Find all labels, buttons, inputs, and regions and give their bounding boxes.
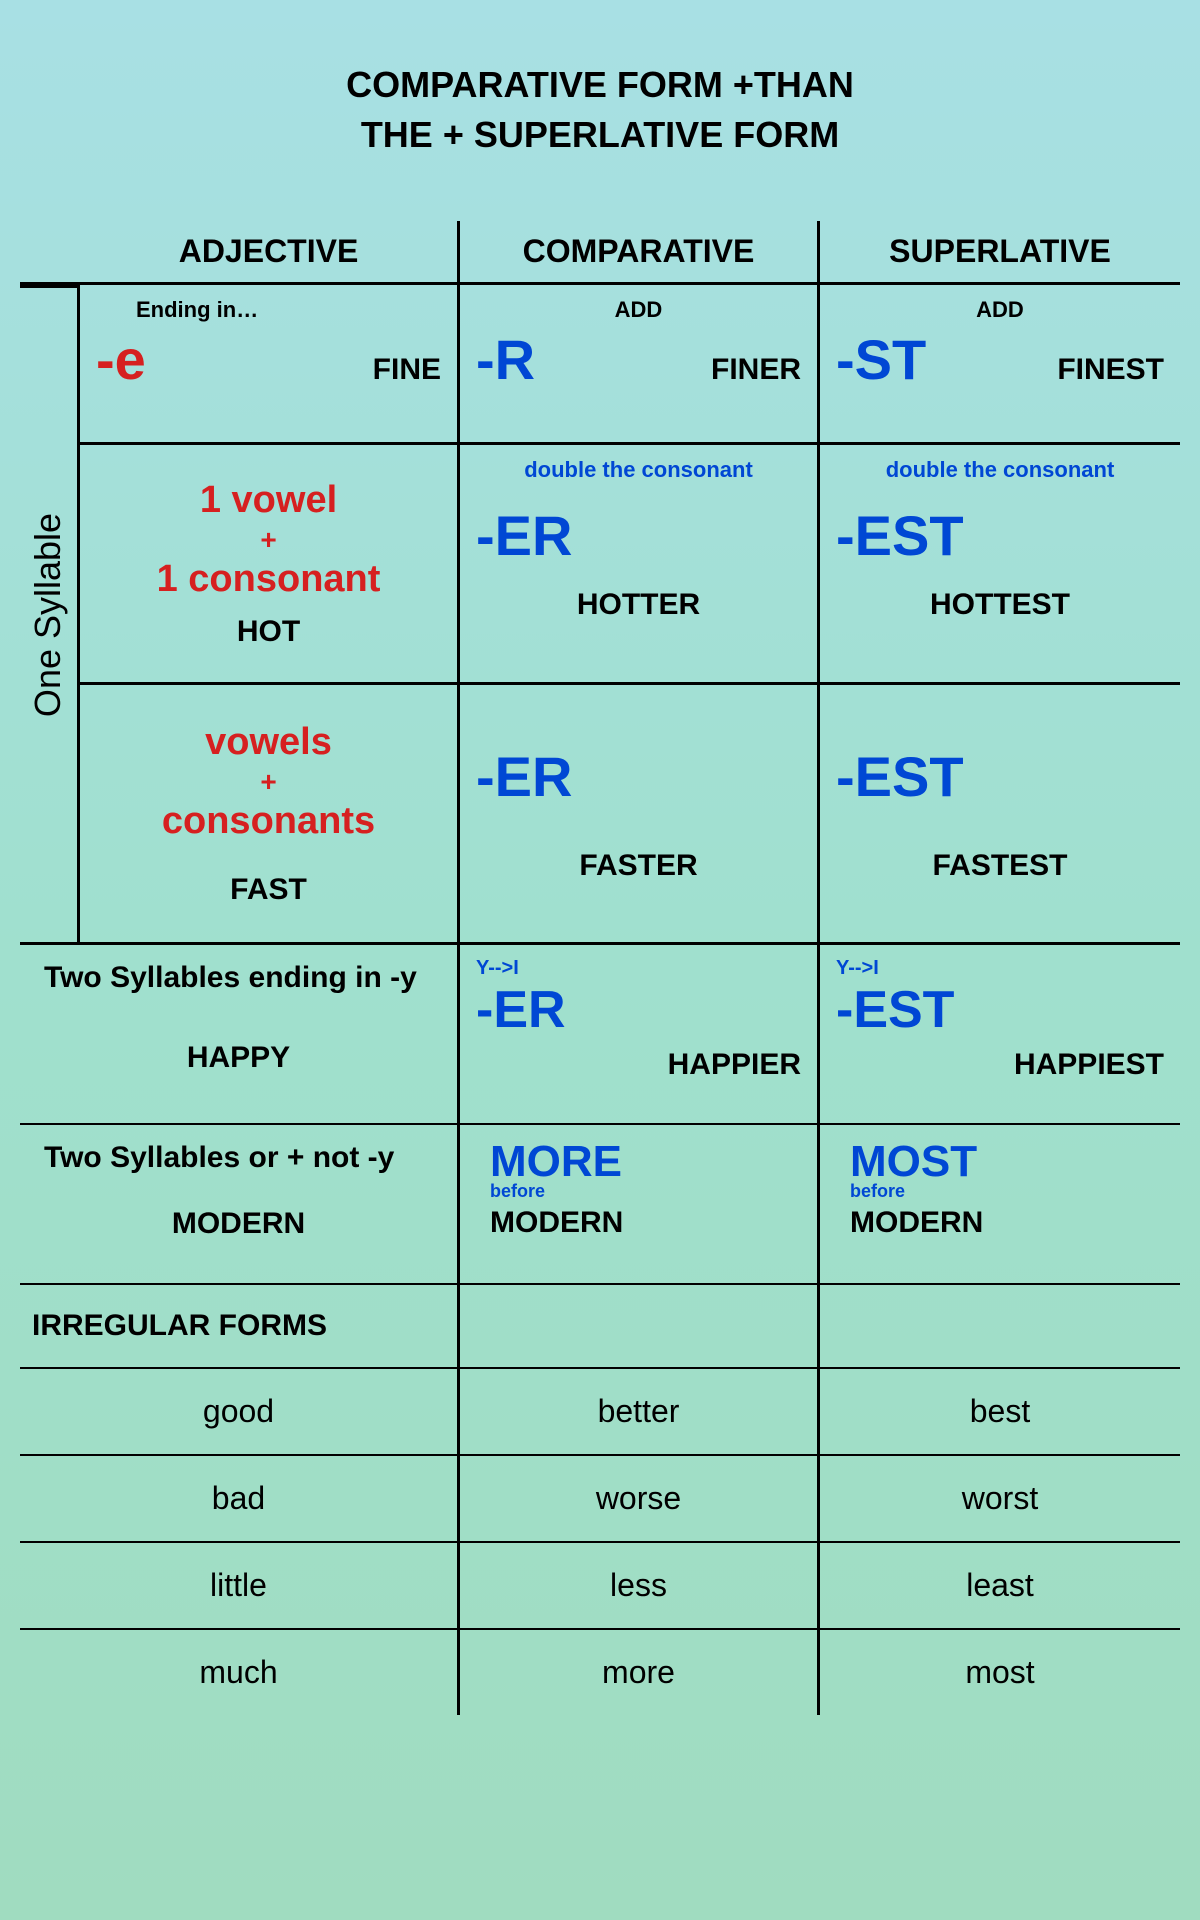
cell-vc-comp: double the consonant -ER HOTTER [460,445,820,685]
cell-noty-sup: MOST before MODERN [820,1125,1180,1285]
rule-plus-1: + [96,523,441,557]
example-finer: FINER [711,353,801,387]
most-word: MOST [850,1137,1164,1187]
cell-vc-sup: double the consonant -EST HOTTEST [820,445,1180,685]
suffix-est-3: -EST [836,980,1164,1040]
cell-e-comp: ADD -R FINER [460,285,820,445]
suffix-est-1: -EST [836,503,1164,568]
irregular-spacer-comp [460,1285,820,1369]
irregular-forms-text: IRREGULAR FORMS [32,1309,327,1342]
before-sup: before [850,1181,1164,1202]
suffix-e: -e [96,327,146,392]
two-syll-y-label: Two Syllables ending in -y [36,957,441,1011]
rule-1consonant: 1 consonant [96,557,441,603]
double-label-comp: double the consonant [476,457,801,483]
example-modern: MODERN [36,1207,441,1241]
title-line2: THE + SUPERLATIVE FORM [20,110,1180,160]
example-hot: HOT [96,615,441,649]
irreg-comp-1: worse [460,1456,820,1543]
cell-y-sup: Y-->I -EST HAPPIEST [820,945,1180,1125]
example-happy: HAPPY [36,1041,441,1075]
rule-plus-2: + [96,765,441,799]
header-spacer [20,221,80,285]
rule-vowels: vowels [96,720,441,766]
cell-vcs-sup: -EST FASTEST [820,685,1180,945]
cell-e-adj: Ending in… -e FINE [80,285,460,445]
header-superlative: SUPERLATIVE [820,221,1180,285]
suffix-er-2: -ER [476,744,801,809]
irreg-sup-3: most [820,1630,1180,1715]
more-word: MORE [490,1137,801,1187]
suffix-r: -R [476,327,535,392]
suffix-er-3: -ER [476,980,801,1040]
cell-noty-comp: MORE before MODERN [460,1125,820,1285]
sidebar-text: One Syllable [28,513,70,717]
example-modern-comp: MODERN [490,1206,801,1240]
add-label-sup: ADD [836,297,1164,323]
before-comp: before [490,1181,801,1202]
example-modern-sup: MODERN [850,1206,1164,1240]
cell-y-adj: Two Syllables ending in -y HAPPY [20,945,460,1125]
suffix-st: -ST [836,327,926,392]
irreg-adj-2: little [20,1543,460,1630]
irregular-forms-label: IRREGULAR FORMS [20,1285,460,1369]
irreg-comp-0: better [460,1369,820,1456]
two-syll-noty-label: Two Syllables or + not -y [36,1137,441,1191]
sidebar-one-syllable: One Syllable [20,285,80,945]
irreg-adj-3: much [20,1630,460,1715]
irregular-spacer-sup [820,1285,1180,1369]
cell-vcs-adj: vowels + consonants FAST [80,685,460,945]
suffix-est-2: -EST [836,744,1164,809]
double-label-sup: double the consonant [836,457,1164,483]
cell-noty-adj: Two Syllables or + not -y MODERN [20,1125,460,1285]
suffix-er-1: -ER [476,503,801,568]
cell-vcs-comp: -ER FASTER [460,685,820,945]
title-line1: COMPARATIVE FORM +THAN [20,60,1180,110]
add-label-comp: ADD [476,297,801,323]
y-to-i-sup: Y-->I [836,957,1164,980]
example-happiest: HAPPIEST [836,1048,1164,1082]
example-fine: FINE [373,353,441,387]
example-fastest: FASTEST [836,849,1164,883]
comparison-table: ADJECTIVE COMPARATIVE SUPERLATIVE One Sy… [20,221,1180,1715]
example-happier: HAPPIER [476,1048,801,1082]
example-hottest: HOTTEST [836,588,1164,622]
cell-vc-adj: 1 vowel + 1 consonant HOT [80,445,460,685]
page-title: COMPARATIVE FORM +THAN THE + SUPERLATIVE… [20,60,1180,161]
irreg-adj-1: bad [20,1456,460,1543]
header-adjective: ADJECTIVE [80,221,460,285]
cell-y-comp: Y-->I -ER HAPPIER [460,945,820,1125]
example-hotter: HOTTER [476,588,801,622]
cell-e-sup: ADD -ST FINEST [820,285,1180,445]
header-comparative: COMPARATIVE [460,221,820,285]
irreg-sup-2: least [820,1543,1180,1630]
rule-1vowel: 1 vowel [96,478,441,524]
ending-in-label: Ending in… [96,297,441,323]
rule-consonants: consonants [96,799,441,845]
irreg-comp-3: more [460,1630,820,1715]
irreg-sup-0: best [820,1369,1180,1456]
example-finest: FINEST [1057,353,1164,387]
y-to-i-comp: Y-->I [476,957,801,980]
irreg-comp-2: less [460,1543,820,1630]
example-faster: FASTER [476,849,801,883]
irreg-sup-1: worst [820,1456,1180,1543]
example-fast: FAST [96,873,441,907]
irreg-adj-0: good [20,1369,460,1456]
